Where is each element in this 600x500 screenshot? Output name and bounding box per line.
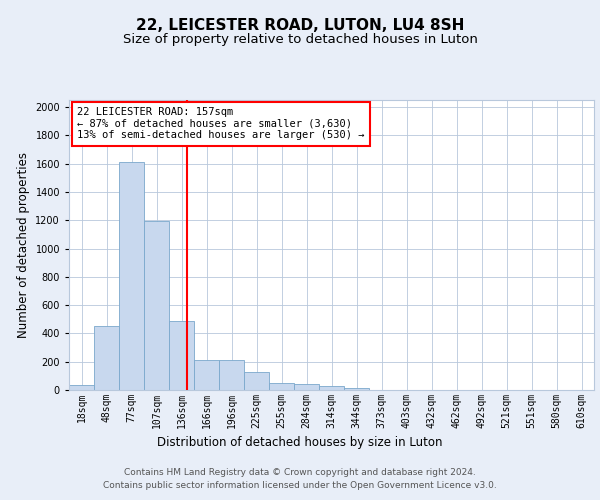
Bar [244,372,269,390]
Bar [119,162,144,390]
Bar [294,384,319,390]
Bar [344,388,369,390]
Bar [194,360,219,390]
Bar [169,320,194,390]
Text: 22, LEICESTER ROAD, LUTON, LU4 8SH: 22, LEICESTER ROAD, LUTON, LU4 8SH [136,18,464,32]
Bar [319,386,344,390]
Bar [219,360,244,390]
Text: Contains public sector information licensed under the Open Government Licence v3: Contains public sector information licen… [103,482,497,490]
Text: Contains HM Land Registry data © Crown copyright and database right 2024.: Contains HM Land Registry data © Crown c… [124,468,476,477]
Y-axis label: Number of detached properties: Number of detached properties [17,152,30,338]
Text: Size of property relative to detached houses in Luton: Size of property relative to detached ho… [122,32,478,46]
Bar [144,221,169,390]
Bar [269,383,294,390]
Bar [69,385,94,390]
Text: Distribution of detached houses by size in Luton: Distribution of detached houses by size … [157,436,443,449]
Text: 22 LEICESTER ROAD: 157sqm
← 87% of detached houses are smaller (3,630)
13% of se: 22 LEICESTER ROAD: 157sqm ← 87% of detac… [77,108,364,140]
Bar [94,326,119,390]
